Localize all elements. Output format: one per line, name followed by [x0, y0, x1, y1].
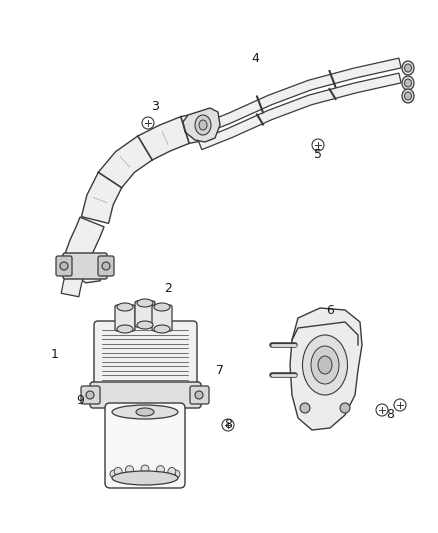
Polygon shape	[81, 114, 203, 223]
Circle shape	[114, 472, 122, 481]
Polygon shape	[61, 271, 84, 297]
Circle shape	[126, 474, 134, 482]
Ellipse shape	[112, 405, 178, 419]
Circle shape	[376, 404, 388, 416]
Circle shape	[110, 470, 118, 478]
Text: 1: 1	[51, 349, 59, 361]
Circle shape	[86, 391, 94, 399]
Circle shape	[141, 465, 149, 473]
Circle shape	[312, 139, 324, 151]
Circle shape	[60, 262, 68, 270]
Ellipse shape	[154, 303, 170, 311]
Circle shape	[222, 419, 234, 431]
Polygon shape	[183, 108, 220, 142]
Ellipse shape	[137, 299, 153, 307]
FancyBboxPatch shape	[105, 403, 185, 488]
Circle shape	[195, 391, 203, 399]
FancyBboxPatch shape	[81, 386, 100, 404]
Ellipse shape	[402, 76, 414, 90]
Circle shape	[102, 262, 110, 270]
Circle shape	[340, 403, 350, 413]
FancyBboxPatch shape	[152, 305, 172, 331]
Ellipse shape	[402, 89, 414, 103]
Circle shape	[168, 467, 176, 475]
Circle shape	[156, 474, 165, 482]
Polygon shape	[290, 308, 362, 430]
Ellipse shape	[303, 335, 347, 395]
Circle shape	[126, 466, 134, 474]
Circle shape	[168, 472, 176, 481]
FancyBboxPatch shape	[94, 321, 197, 389]
Circle shape	[394, 399, 406, 411]
Circle shape	[141, 475, 149, 483]
FancyBboxPatch shape	[190, 386, 209, 404]
Circle shape	[300, 403, 310, 413]
Ellipse shape	[405, 79, 411, 87]
Text: 4: 4	[251, 52, 259, 64]
Ellipse shape	[117, 303, 133, 311]
Text: 6: 6	[326, 303, 334, 317]
Polygon shape	[65, 217, 104, 283]
Ellipse shape	[117, 325, 133, 333]
Ellipse shape	[199, 120, 207, 130]
FancyBboxPatch shape	[90, 382, 201, 408]
FancyBboxPatch shape	[56, 256, 72, 276]
Text: 9: 9	[76, 393, 84, 407]
Circle shape	[114, 467, 122, 475]
Ellipse shape	[318, 356, 332, 374]
FancyBboxPatch shape	[115, 305, 135, 331]
Polygon shape	[198, 58, 401, 135]
Ellipse shape	[405, 64, 411, 72]
Circle shape	[142, 117, 154, 129]
FancyBboxPatch shape	[63, 253, 107, 279]
Ellipse shape	[154, 325, 170, 333]
Ellipse shape	[136, 408, 154, 416]
Text: 8: 8	[386, 408, 394, 422]
Text: 3: 3	[151, 101, 159, 114]
Text: 2: 2	[164, 281, 172, 295]
Text: 8: 8	[224, 418, 232, 432]
Text: 7: 7	[216, 364, 224, 376]
Ellipse shape	[402, 61, 414, 75]
Ellipse shape	[112, 471, 178, 485]
Ellipse shape	[137, 321, 153, 329]
FancyBboxPatch shape	[135, 301, 155, 327]
Text: 5: 5	[314, 149, 322, 161]
Polygon shape	[198, 73, 401, 150]
Ellipse shape	[195, 115, 211, 135]
Ellipse shape	[405, 92, 411, 100]
Ellipse shape	[311, 346, 339, 384]
Circle shape	[172, 470, 180, 478]
Circle shape	[156, 466, 165, 474]
FancyBboxPatch shape	[98, 256, 114, 276]
